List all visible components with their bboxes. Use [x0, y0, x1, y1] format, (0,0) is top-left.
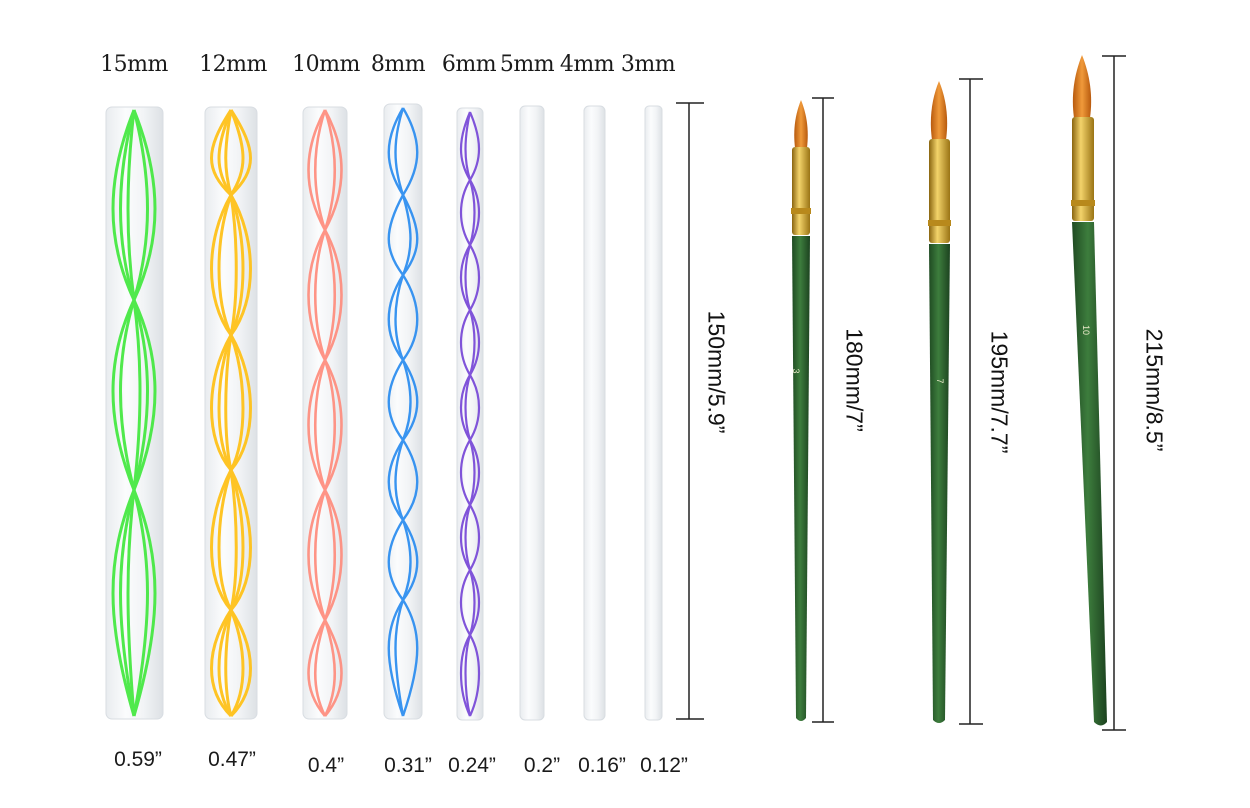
rod-12mm [204, 106, 258, 720]
brush-3-size-mark: 3 [791, 368, 801, 374]
rod-8mm [383, 103, 423, 720]
brush-7-length-label: 195mm/7.7” [986, 330, 1013, 454]
rod-label-in: 0.16” [578, 754, 626, 777]
brush-10-length-dimension [1102, 55, 1126, 731]
brush-3-length-dimension [812, 97, 834, 723]
rod-6mm [456, 107, 484, 721]
rod-label-in: 0.2” [523, 754, 561, 777]
rod-15mm [105, 106, 164, 720]
brush-10-length-label: 215mm/8.5” [1141, 328, 1168, 452]
rod-label-in: 0.4” [307, 754, 345, 777]
brush-7-length-dimension [959, 78, 983, 725]
rod-label-mm: 5mm [499, 52, 555, 77]
rod-10mm [302, 106, 348, 720]
rod-length-label: 150mm/5.9” [703, 310, 730, 434]
rod-5mm [519, 105, 545, 721]
brush-size-10 [1071, 55, 1107, 726]
brush-7-size-mark: 7 [935, 378, 945, 384]
brush-10-size-mark: 10 [1081, 324, 1091, 336]
brush-3-length-label: 180mm/7” [841, 328, 868, 432]
rod-label-mm: 6mm [441, 52, 497, 77]
rod-label-mm: 15mm [100, 52, 168, 77]
rod-label-mm: 12mm [199, 52, 267, 77]
rod-label-mm: 4mm [559, 52, 615, 77]
rod-4mm [583, 105, 606, 721]
rod-label-in: 0.12” [640, 754, 688, 777]
rod-label-in: 0.31” [384, 754, 432, 777]
rod-label-in: 0.47” [208, 748, 256, 771]
rod-label-mm: 8mm [370, 52, 426, 77]
rod-length-dimension [676, 102, 704, 720]
brush-size-7 [928, 81, 951, 723]
rod-label-mm: 10mm [292, 52, 360, 77]
brush-size-3 [791, 100, 811, 721]
rod-3mm [644, 105, 663, 721]
rod-label-in: 0.59” [114, 748, 162, 771]
rod-label-in: 0.24” [448, 754, 496, 777]
rod-label-mm: 3mm [620, 52, 676, 77]
